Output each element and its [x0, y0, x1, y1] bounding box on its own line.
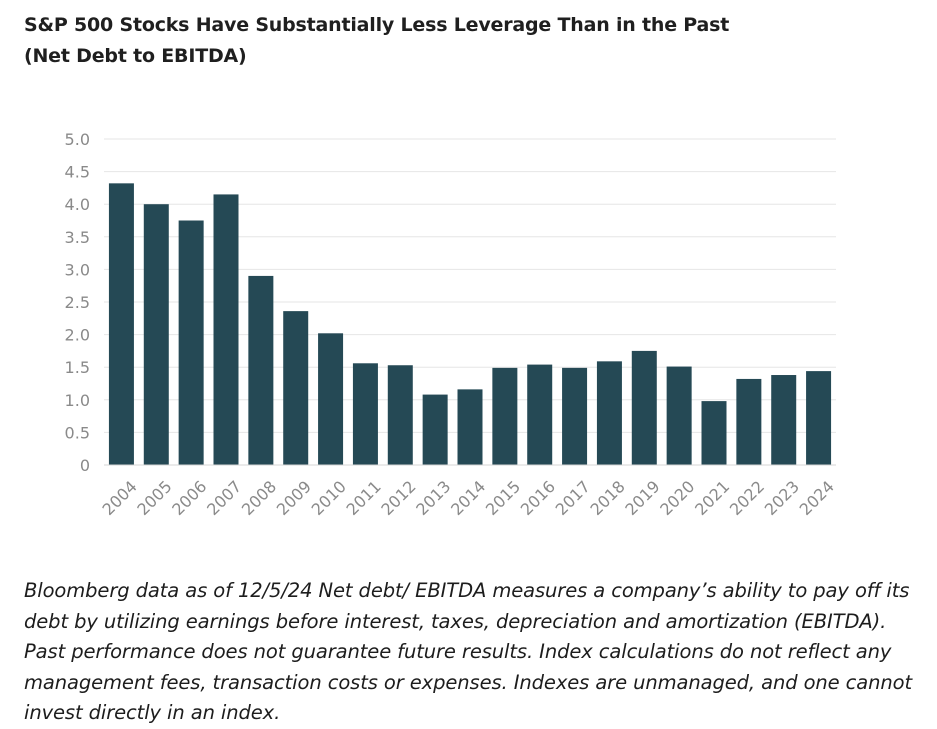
x-tick-label: 2010 [308, 477, 350, 519]
bar-2013 [422, 394, 448, 465]
bar-2004 [108, 183, 134, 465]
y-tick-label: 2.5 [65, 293, 90, 312]
y-tick-label: 1.0 [65, 391, 90, 410]
x-tick-label: 2011 [343, 477, 385, 519]
bar-2010 [318, 333, 344, 465]
x-tick-label: 2020 [656, 477, 698, 519]
x-tick-label: 2024 [796, 477, 838, 519]
bar-2017 [562, 367, 588, 465]
bar-2021 [701, 401, 727, 465]
bar-2008 [248, 275, 274, 465]
bar-2016 [527, 364, 553, 465]
x-axis-ticks: 2004200520062007200820092010201120122013… [99, 477, 838, 519]
bar-2007 [213, 194, 239, 466]
bars [108, 183, 832, 466]
x-tick-label: 2014 [447, 477, 489, 519]
y-tick-label: 4.0 [65, 195, 90, 214]
x-tick-label: 2022 [726, 477, 768, 519]
x-tick-label: 2015 [482, 477, 524, 519]
x-tick-label: 2018 [587, 477, 629, 519]
x-tick-label: 2004 [99, 477, 141, 519]
y-tick-label: 4.5 [65, 163, 90, 182]
y-tick-label: 2.0 [65, 326, 90, 345]
bar-2014 [457, 389, 483, 465]
x-tick-label: 2005 [133, 477, 175, 519]
bar-2015 [492, 367, 518, 465]
bar-2019 [631, 350, 657, 465]
bar-2024 [806, 371, 832, 465]
bar-2009 [283, 311, 309, 465]
bar-2023 [771, 375, 797, 465]
y-tick-label: 5.0 [65, 130, 90, 149]
y-tick-label: 3.0 [65, 260, 90, 279]
x-tick-label: 2006 [168, 477, 210, 519]
bar-chart: 0 0.5 1.0 1.5 2.0 2.5 3.0 3.5 4.0 4.5 5.0 20042005… [65, 130, 838, 519]
y-tick-label: 1.5 [65, 358, 90, 377]
y-tick-label: 0.5 [65, 423, 90, 442]
chart-subtitle: (Net Debt to EBITDA) [24, 45, 247, 67]
x-tick-label: 2023 [761, 477, 803, 519]
chart-title-block: S&P 500 Stocks Have Substantially Less L… [24, 10, 729, 72]
x-tick-label: 2013 [412, 477, 454, 519]
x-tick-label: 2007 [203, 477, 245, 519]
x-tick-label: 2016 [517, 477, 559, 519]
x-tick-label: 2008 [238, 477, 280, 519]
bar-2006 [178, 220, 204, 465]
x-tick-label: 2009 [273, 477, 315, 519]
bar-2012 [387, 365, 413, 465]
y-tick-label: 3.5 [65, 228, 90, 247]
footnote: Bloomberg data as of 12/5/24 Net debt/ E… [24, 579, 913, 724]
bar-2018 [596, 361, 622, 465]
x-tick-label: 2012 [377, 477, 419, 519]
y-axis-ticks: 0 0.5 1.0 1.5 2.0 2.5 3.0 3.5 4.0 4.5 5.0 [65, 130, 90, 475]
bar-2020 [666, 366, 692, 465]
x-tick-label: 2017 [552, 477, 594, 519]
bar-2022 [736, 378, 762, 465]
bar-2005 [143, 204, 169, 465]
x-tick-label: 2021 [691, 477, 733, 519]
y-tick-label: 0 [80, 456, 90, 475]
chart-title: S&P 500 Stocks Have Substantially Less L… [24, 14, 730, 36]
bar-2011 [352, 363, 378, 465]
x-tick-label: 2019 [621, 477, 663, 519]
